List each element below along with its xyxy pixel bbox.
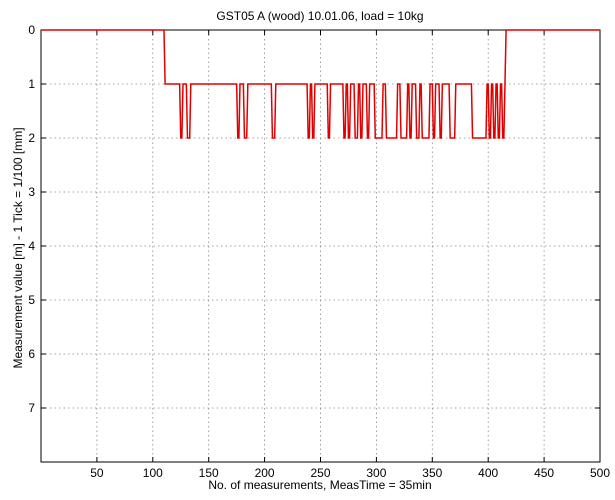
y-tick-label: 3 xyxy=(28,185,35,199)
y-tick-label: 6 xyxy=(28,347,35,361)
y-tick-label: 1 xyxy=(28,77,35,91)
axis-ticks xyxy=(41,29,601,462)
series-line-1 xyxy=(41,29,600,139)
x-tick-label: 500 xyxy=(590,466,610,480)
y-axis-label: Measurement value [m] - 1 Tick = 1/100 [… xyxy=(11,127,25,368)
y-tick-labels: 0 1 2 3 4 5 6 7 xyxy=(28,23,35,415)
chart-title: GST05 A (wood) 10.01.06, load = 10kg xyxy=(216,9,423,23)
y-tick-label: 4 xyxy=(28,239,35,253)
x-tick-label: 100 xyxy=(143,466,163,480)
x-tick-label: 250 xyxy=(310,466,330,480)
y-tick-label: 0 xyxy=(28,23,35,37)
x-tick-label: 350 xyxy=(422,466,442,480)
x-tick-label: 450 xyxy=(534,466,554,480)
y-tick-label: 7 xyxy=(28,401,35,415)
x-tick-label: 300 xyxy=(366,466,386,480)
x-axis-label: No. of measurements, MeasTime = 35min xyxy=(208,478,431,492)
x-tick-label: 150 xyxy=(199,466,219,480)
x-tick-label: 50 xyxy=(90,466,104,480)
x-tick-label: 400 xyxy=(478,466,498,480)
y-tick-label: 2 xyxy=(28,131,35,145)
series-layer xyxy=(41,29,600,139)
x-tick-label: 200 xyxy=(255,466,275,480)
y-tick-label: 5 xyxy=(28,293,35,307)
x-tick-labels: 50 100 150 200 250 300 350 400 450 500 xyxy=(90,466,610,480)
